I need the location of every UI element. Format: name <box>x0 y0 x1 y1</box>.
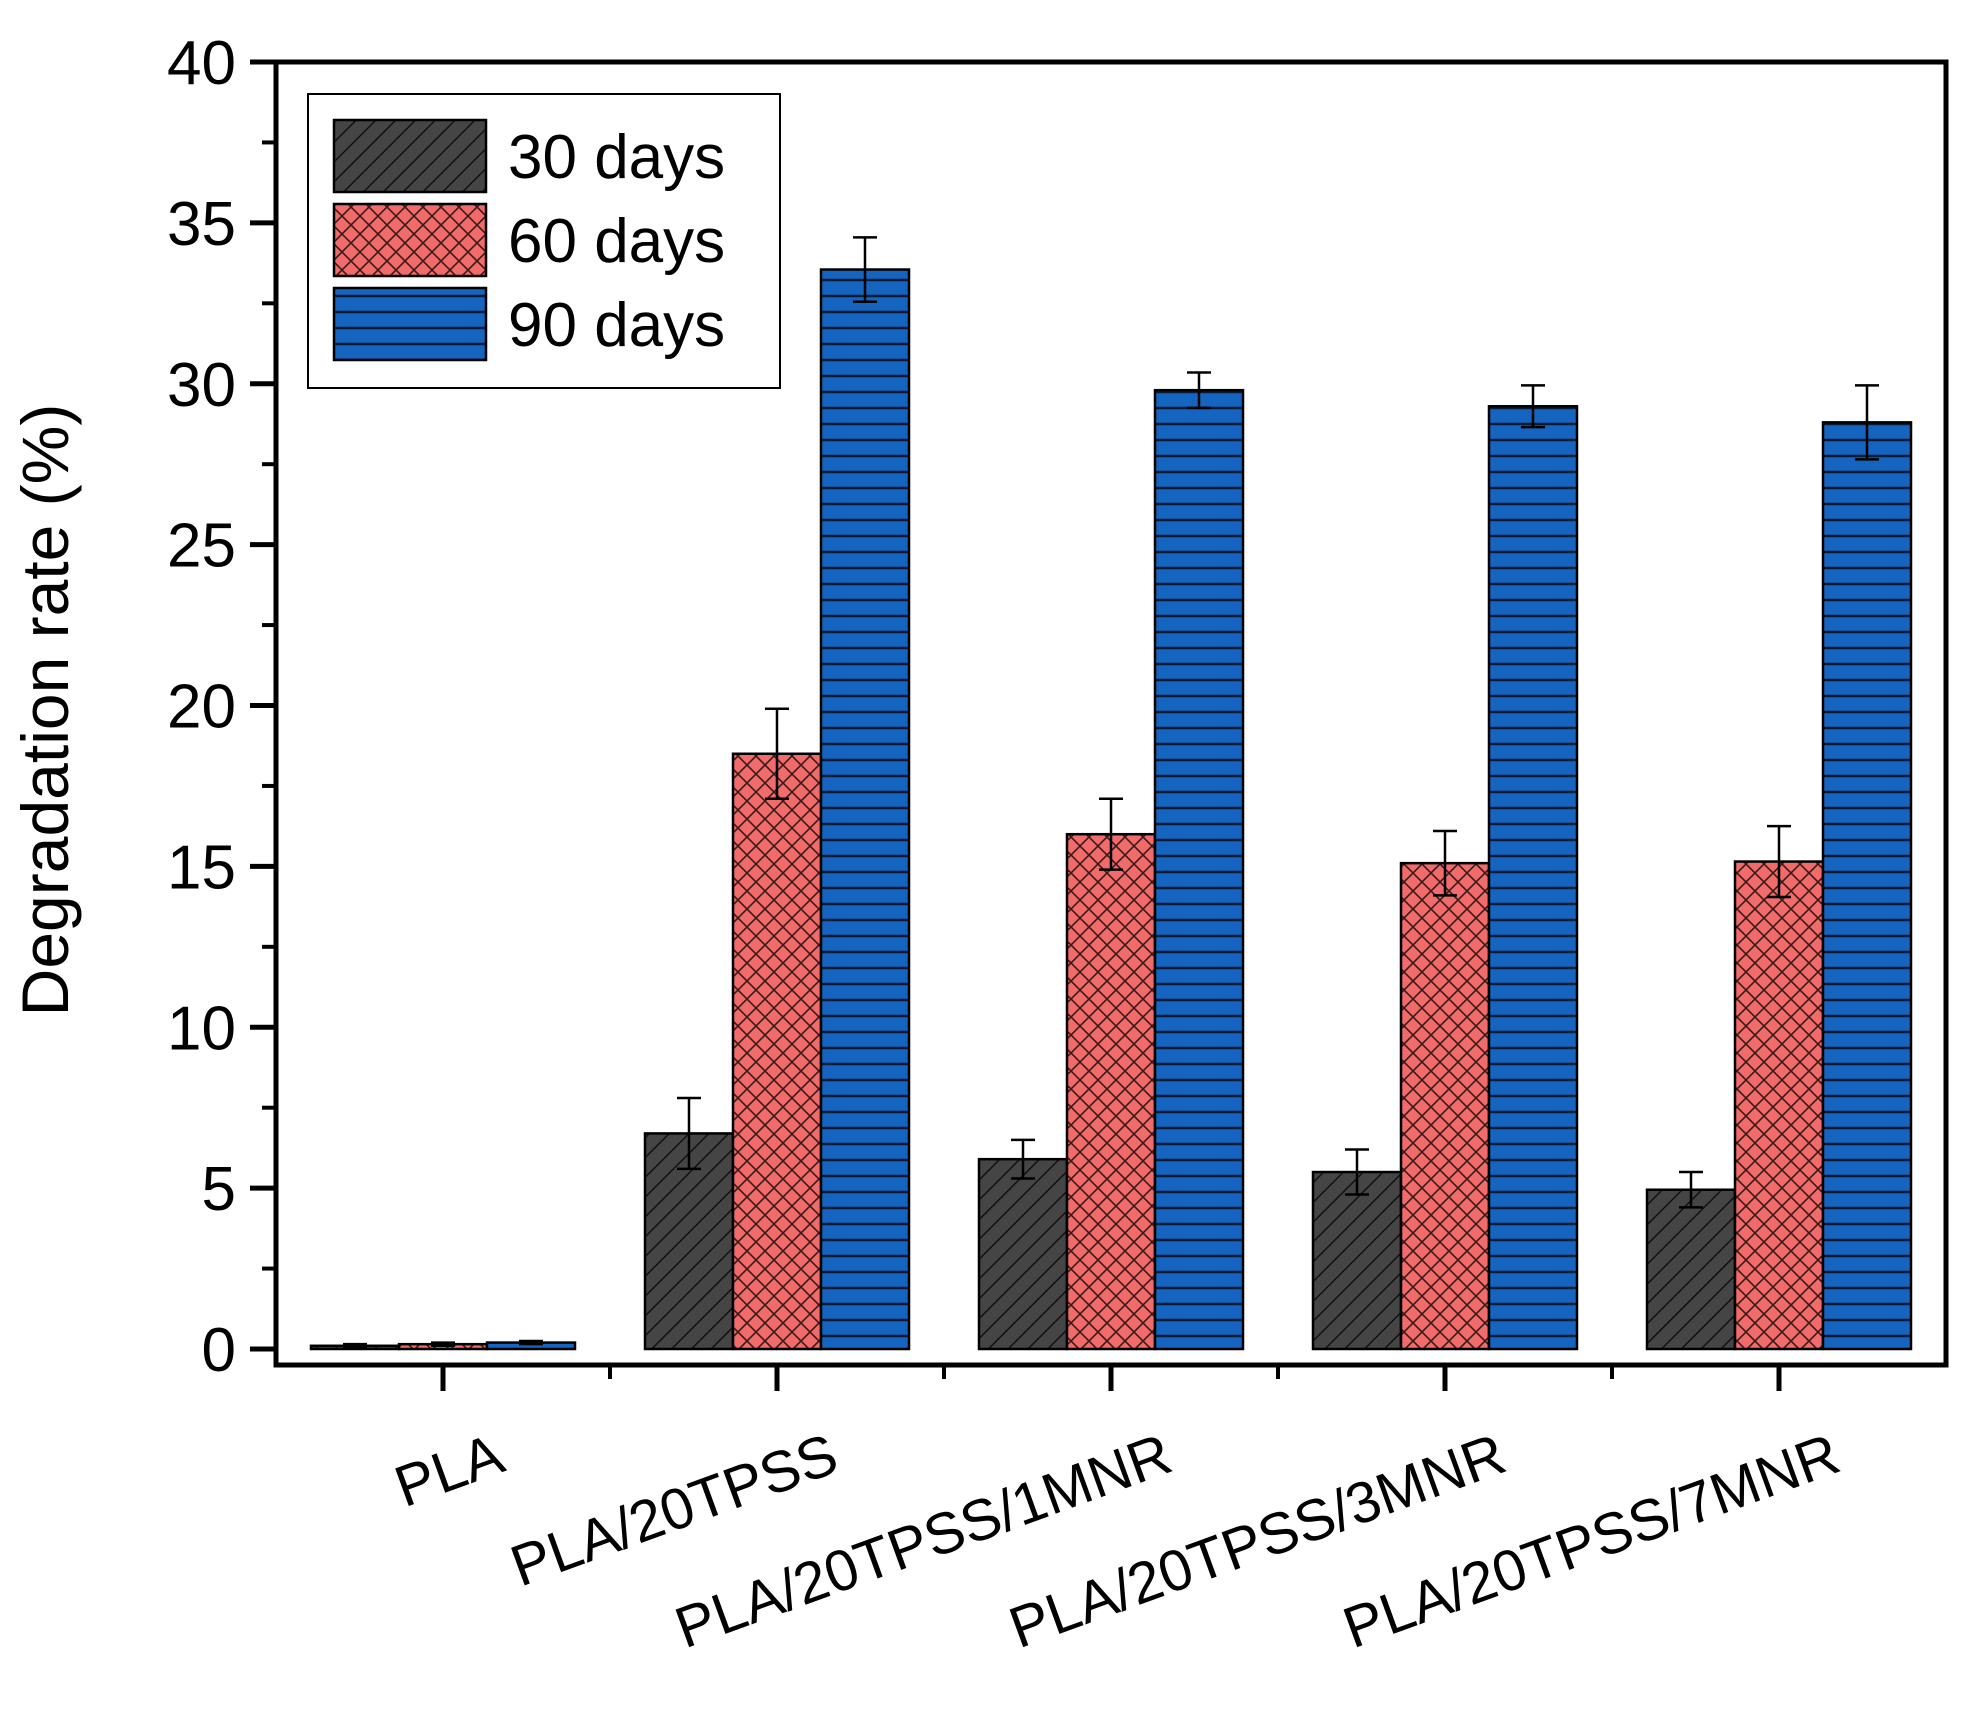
bar-90-days-2 <box>1153 388 1245 1351</box>
bar-60-days-4 <box>1733 860 1825 1351</box>
y-axis-ticks: 0 5 10 15 20 25 30 35 40 <box>167 29 276 1385</box>
bar-30-days-3 <box>1311 1170 1403 1351</box>
y-tick-label: 5 <box>202 1155 236 1224</box>
y-tick-label: 20 <box>167 673 236 742</box>
plot-frame <box>273 59 1949 1368</box>
x-category-label: PLA <box>387 1421 513 1520</box>
bar-60-days-3 <box>1399 861 1491 1351</box>
legend-swatch-30-days <box>332 118 488 194</box>
bars-group <box>309 268 1913 1351</box>
bar-90-days-4 <box>1821 421 1913 1351</box>
legend-label-90-days: 90 days <box>508 291 725 360</box>
y-tick-label: 0 <box>202 1316 236 1385</box>
y-tick-label: 40 <box>167 29 236 98</box>
legend: 30 days 60 days 90 days <box>307 93 781 389</box>
legend-swatch-60-days <box>332 202 488 278</box>
legend-label-30-days: 30 days <box>508 123 725 192</box>
bar-90-days-3 <box>1487 405 1579 1351</box>
y-tick-label: 35 <box>167 190 236 259</box>
y-tick-label: 30 <box>167 351 236 420</box>
bar-60-days-1 <box>731 752 823 1351</box>
y-tick-label: 15 <box>167 833 236 902</box>
bar-30-days-2 <box>977 1157 1069 1351</box>
y-axis-title: Degradation rate (%) <box>8 404 82 1017</box>
error-bars-group <box>343 236 1879 1349</box>
legend-swatch-90-days <box>332 286 488 362</box>
legend-label-60-days: 60 days <box>508 207 725 276</box>
y-tick-label: 10 <box>167 994 236 1063</box>
bar-30-days-4 <box>1645 1188 1737 1351</box>
x-axis-categories: PLAPLA/20TPSSPLA/20TPSS/1MNRPLA/20TPSS/3… <box>387 1365 1848 1661</box>
bar-60-days-2 <box>1065 832 1157 1351</box>
bar-90-days-1 <box>819 268 911 1351</box>
y-tick-label: 25 <box>167 512 236 581</box>
